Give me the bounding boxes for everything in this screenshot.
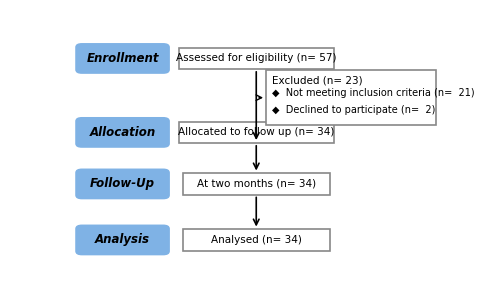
Text: Allocated to follow up (n= 34): Allocated to follow up (n= 34) [178,127,334,137]
Text: Allocation: Allocation [90,126,156,139]
Text: Excluded (n= 23): Excluded (n= 23) [272,76,362,86]
FancyBboxPatch shape [76,44,169,73]
FancyBboxPatch shape [76,118,169,147]
Text: Follow-Up: Follow-Up [90,178,155,190]
Text: Assessed for eligibility (n= 57): Assessed for eligibility (n= 57) [176,54,336,63]
Text: Enrollment: Enrollment [86,52,159,65]
FancyBboxPatch shape [179,122,334,143]
FancyBboxPatch shape [76,225,169,255]
Text: ◆  Not meeting inclusion criteria (n=  21): ◆ Not meeting inclusion criteria (n= 21) [272,88,474,98]
FancyBboxPatch shape [182,229,330,251]
FancyBboxPatch shape [76,169,169,198]
Text: Analysed (n= 34): Analysed (n= 34) [211,235,302,245]
FancyBboxPatch shape [266,70,436,125]
Text: ◆  Declined to participate (n=  2): ◆ Declined to participate (n= 2) [272,105,435,115]
FancyBboxPatch shape [182,173,330,195]
Text: Analysis: Analysis [95,233,150,246]
Text: At two months (n= 34): At two months (n= 34) [196,179,316,189]
FancyBboxPatch shape [179,48,334,69]
